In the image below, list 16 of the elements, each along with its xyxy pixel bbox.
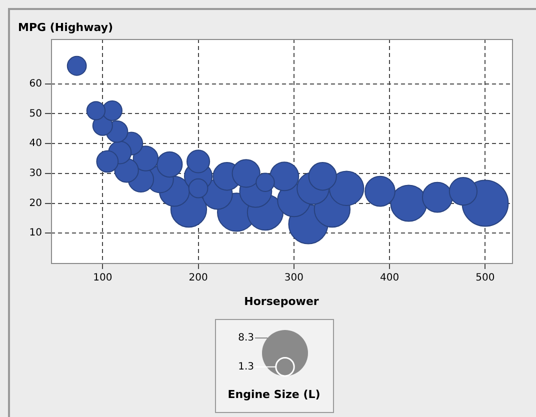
y-tick-label: 50 (29, 108, 42, 120)
legend-label: 1.3 (238, 361, 254, 372)
y-tick-label: 20 (29, 198, 42, 209)
legend-label: 8.3 (238, 332, 254, 344)
y-axis-title: MPG (Highway) (18, 20, 114, 34)
y-tick-label: 40 (29, 138, 42, 150)
y-tick-label: 10 (29, 228, 42, 239)
x-tick-label: 300 (284, 272, 304, 284)
x-tick-label: 200 (188, 272, 208, 284)
y-tick-label: 30 (29, 168, 42, 179)
x-tick-label: 500 (476, 272, 495, 284)
x-tick-label: 400 (380, 272, 400, 284)
x-tick-label: 100 (93, 272, 112, 284)
legend-title: Engine Size (L) (228, 388, 320, 401)
x-axis-title: Horsepower (244, 294, 320, 308)
y-tick-label: 60 (29, 78, 42, 90)
